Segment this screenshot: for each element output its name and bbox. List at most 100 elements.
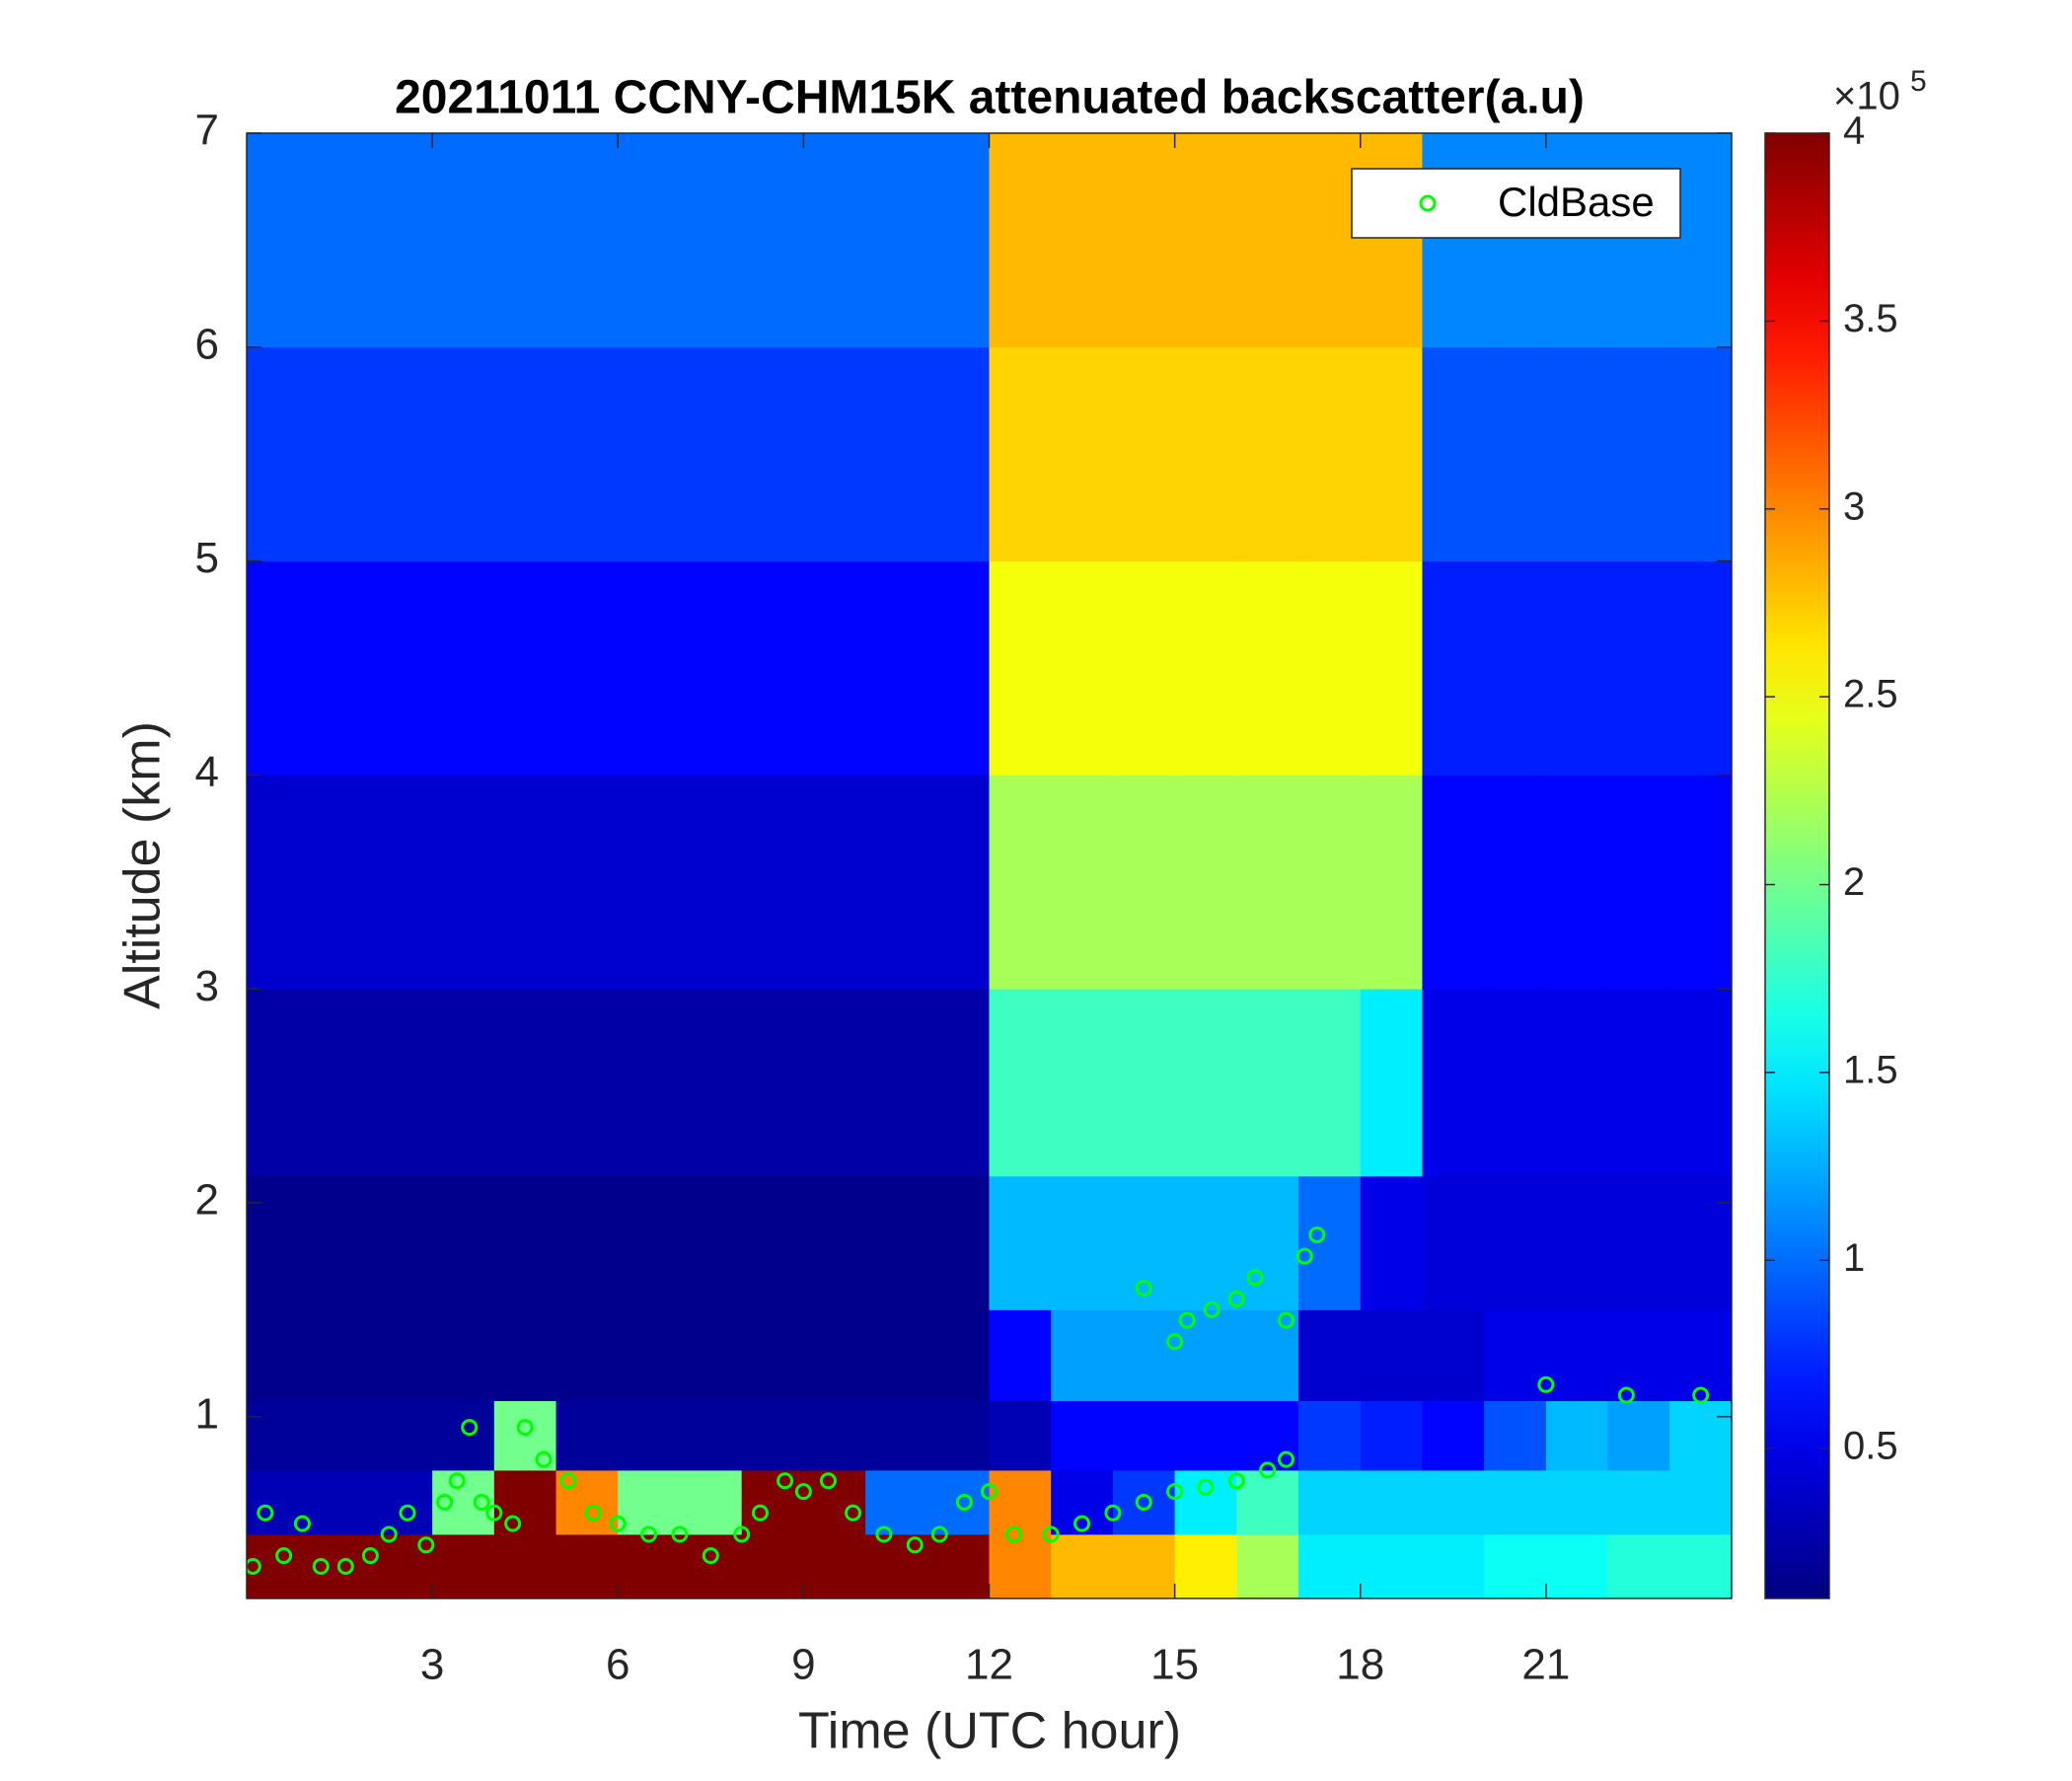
colorbar-tick-label: 1 [1843, 1236, 1865, 1280]
heatmap-cell [989, 1175, 1052, 1310]
heatmap-cell [1051, 346, 1114, 562]
heatmap-cell [308, 346, 371, 562]
heatmap-cell [1236, 1309, 1299, 1401]
y-axis-label: Altitude (km) [114, 721, 172, 1009]
heatmap-cell [865, 1469, 928, 1535]
heatmap-cell [1112, 133, 1176, 348]
heatmap-cell [1112, 1175, 1176, 1310]
heatmap-cell [1174, 560, 1237, 776]
cloud-base-point [1073, 1515, 1091, 1532]
heatmap-cell [308, 133, 371, 348]
cloud-base-point [1005, 1525, 1023, 1543]
heatmap-cell [679, 133, 743, 348]
heatmap-cell [1360, 1309, 1423, 1401]
y-tick-label: 3 [195, 962, 219, 1010]
heatmap-cell [1669, 1469, 1732, 1535]
heatmap-cell [803, 1400, 866, 1471]
heatmap-cell [432, 775, 495, 990]
heatmap-cell [247, 1469, 310, 1535]
heatmap-cell [618, 989, 681, 1177]
heatmap-cell [1236, 775, 1299, 990]
x-tick-label: 6 [606, 1641, 629, 1689]
heatmap-cell [432, 1309, 495, 1401]
heatmap-cell [1669, 346, 1732, 562]
heatmap-cell [618, 775, 681, 990]
heatmap-cell [555, 1309, 619, 1401]
heatmap-cell [493, 1309, 557, 1401]
heatmap-cell [865, 133, 928, 348]
heatmap-cell [493, 560, 557, 776]
heatmap-cell [1051, 989, 1114, 1177]
cloud-base-point [473, 1493, 490, 1511]
heatmap-cell [1607, 1533, 1670, 1598]
heatmap-cell [493, 1469, 557, 1535]
heatmap-cell [555, 775, 619, 990]
colorbar-tick-label: 4 [1843, 110, 1865, 153]
heatmap-cell [1360, 1469, 1423, 1535]
heatmap-cell [865, 560, 928, 776]
heatmap-cell [741, 560, 804, 776]
heatmap-cell [1298, 133, 1362, 348]
cloud-base-point [794, 1483, 812, 1501]
heatmap-cell [432, 1533, 495, 1598]
heatmap-cell [247, 1309, 310, 1401]
heatmap-cell [989, 989, 1052, 1177]
heatmap-cell [370, 1400, 433, 1471]
heatmap-cell [741, 1469, 804, 1535]
legend-label: CldBase [1498, 179, 1655, 225]
heatmap-cell [1174, 989, 1237, 1177]
heatmap-cell [1051, 1175, 1114, 1310]
heatmap-cell [803, 560, 866, 776]
colorbar-tick-label: 2.5 [1843, 673, 1898, 716]
heatmap-cell [1422, 989, 1485, 1177]
y-tick-label: 2 [195, 1176, 219, 1224]
heatmap-cell [741, 133, 804, 348]
heatmap-cell [1298, 1175, 1362, 1310]
heatmap-cell [432, 133, 495, 348]
heatmap-cell [1051, 1469, 1114, 1535]
heatmap-cell [1422, 1309, 1485, 1401]
heatmap-cell [247, 1400, 310, 1471]
heatmap-cell [1236, 989, 1299, 1177]
heatmap-cell [1236, 1400, 1299, 1471]
cloud-base-point [559, 1472, 577, 1490]
heatmap-cell [926, 346, 990, 562]
heatmap-cell [803, 1533, 866, 1598]
cloud-base-point [535, 1450, 553, 1468]
cloud-base-point [293, 1515, 311, 1532]
cloud-base-point [485, 1504, 503, 1521]
heatmap-cell [803, 133, 866, 348]
cloud-base-point [1259, 1461, 1277, 1479]
cloud-base-point [1617, 1386, 1635, 1404]
cloud-base-point [1203, 1300, 1221, 1318]
heatmap-cell [679, 775, 743, 990]
heatmap-cell [865, 1533, 928, 1598]
heatmap-cell [308, 1469, 371, 1535]
cloud-base-point [1537, 1375, 1555, 1393]
cloud-base-point [1166, 1333, 1184, 1351]
heatmap-cell [370, 989, 433, 1177]
heatmap-cell [308, 775, 371, 990]
heatmap-cell [493, 346, 557, 562]
heatmap-cell [1607, 1309, 1670, 1401]
cloud-base-point [906, 1536, 924, 1554]
heatmap-cell [1669, 1309, 1732, 1401]
heatmap-cell [1607, 1400, 1670, 1471]
cloud-base-point [461, 1419, 479, 1437]
heatmap-cell [1607, 560, 1670, 776]
x-tick-label: 18 [1336, 1641, 1384, 1689]
cloud-base-point [275, 1547, 293, 1565]
cloud-base-point [1104, 1504, 1122, 1521]
heatmap-cell [1484, 1400, 1547, 1471]
heatmap-cell [1545, 1175, 1609, 1310]
cloud-base-point [1135, 1280, 1152, 1298]
cloud-base-point [777, 1472, 794, 1490]
heatmap-cell [555, 989, 619, 1177]
chart-title: 20211011 CCNY-CHM15K attenuated backscat… [395, 72, 1585, 124]
heatmap-cell [432, 1400, 495, 1471]
heatmap-cell [247, 775, 310, 990]
heatmap-cell [1422, 1469, 1485, 1535]
heatmap-cell [1236, 560, 1299, 776]
legend-box [1351, 168, 1681, 239]
